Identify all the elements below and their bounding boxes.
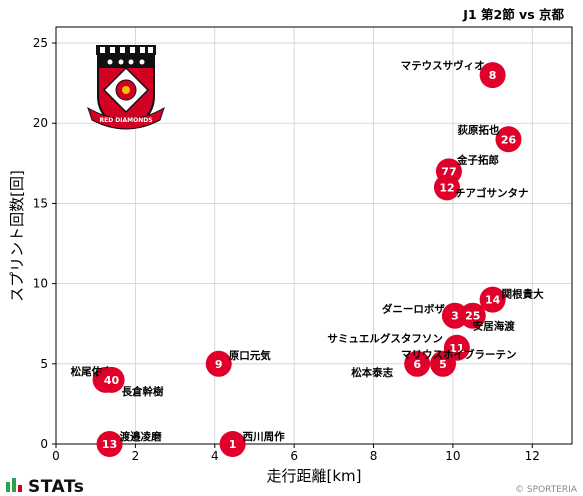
data-point-number: 14 <box>485 294 501 307</box>
crest-ribbon <box>87 106 165 130</box>
x-tick-label: 12 <box>525 449 540 463</box>
data-point-label: 松本泰志 <box>351 366 393 379</box>
data-point-label: 安居海渡 <box>473 320 515 333</box>
data-point: 12 チアゴサンタナ <box>433 174 529 201</box>
x-tick-label: 8 <box>370 449 378 463</box>
crest-ribbon-lettering: RED DIAMONDS <box>99 117 152 124</box>
y-tick-label: 10 <box>33 277 48 291</box>
y-tick-label: 5 <box>40 357 48 371</box>
data-point-marker <box>430 350 456 377</box>
data-point: 9 原口元気 <box>205 349 271 377</box>
x-axis-label: 走行距離[km] <box>266 467 361 485</box>
data-point: 6 松本泰志 <box>351 350 431 379</box>
data-point-marker <box>433 174 460 201</box>
data-point: 1 西川周作 <box>219 430 285 457</box>
data-point-marker <box>495 126 522 153</box>
data-point-label: ダニーロボザ <box>382 303 445 316</box>
data-point-number: 1 <box>229 438 237 451</box>
y-axis-label: スプリント回数[回] <box>8 170 26 302</box>
data-point-number: 13 <box>102 438 117 451</box>
data-point-label: 長倉幹樹 <box>122 385 164 398</box>
data-point-number: 12 <box>439 181 454 194</box>
data-point-number: 3 <box>451 310 459 323</box>
data-point-label: 西川周作 <box>243 430 285 443</box>
data-point-marker <box>219 431 246 457</box>
data-point-label: サミュエルグスタフソン <box>327 332 443 345</box>
data-point: 8 マテウスサヴィオ <box>401 59 506 89</box>
x-tick-label: 2 <box>132 449 140 463</box>
data-point-label: 関根貴大 <box>502 288 544 301</box>
plot-frame <box>55 26 573 445</box>
data-point-marker <box>404 350 431 377</box>
y-tick-label: 20 <box>33 116 48 130</box>
data-point-marker <box>96 431 123 457</box>
data-point-marker <box>441 302 468 329</box>
data-point: 3 ダニーロボザ <box>382 302 468 329</box>
data-point-number: 9 <box>215 358 223 371</box>
data-point-label: チアゴサンタナ <box>455 186 529 199</box>
copyright: © SPORTERIA <box>515 485 578 495</box>
crest-top-bar <box>96 45 156 55</box>
stats-logo-icon <box>6 478 22 492</box>
x-tick-label: 6 <box>290 449 298 463</box>
x-tick-label: 0 <box>52 449 60 463</box>
x-tick-label: 4 <box>211 449 219 463</box>
data-point-number: 40 <box>104 374 120 387</box>
data-point-number: 8 <box>489 69 497 82</box>
data-point-label: マテウスサヴィオ <box>401 59 485 72</box>
x-tick-label: 10 <box>445 449 460 463</box>
data-point-number: 6 <box>413 358 421 371</box>
data-point-marker <box>479 62 506 89</box>
urawa-red-diamonds-crest-icon: RED DIAMONDS <box>87 45 165 130</box>
chart-title: J1 第2節 vs 京都 <box>462 7 564 22</box>
data-point-number: 26 <box>501 133 517 146</box>
brand-name: STATs <box>28 477 84 496</box>
data-point-label: 金子拓郎 <box>456 153 499 166</box>
data-point: 14 関根貴大 <box>479 286 544 313</box>
data-point-label: 渡邉凌磨 <box>120 430 162 443</box>
data-point-marker <box>459 302 486 329</box>
data-point-marker <box>205 350 232 377</box>
y-tick-label: 15 <box>33 196 48 210</box>
y-tick-label: 25 <box>33 36 48 50</box>
data-point-label: 原口元気 <box>229 349 271 362</box>
data-point-number: 25 <box>465 310 480 323</box>
data-point-marker <box>479 286 506 313</box>
data-point-label: マリウスホイブラーテン <box>401 348 517 361</box>
data-point-number: 11 <box>449 342 464 355</box>
data-point-label: 荻原拓也 <box>457 123 499 136</box>
data-point-marker <box>98 366 125 393</box>
data-point-number: 5 <box>439 358 447 371</box>
y-tick-label: 0 <box>40 437 48 451</box>
crest-band <box>98 56 154 68</box>
